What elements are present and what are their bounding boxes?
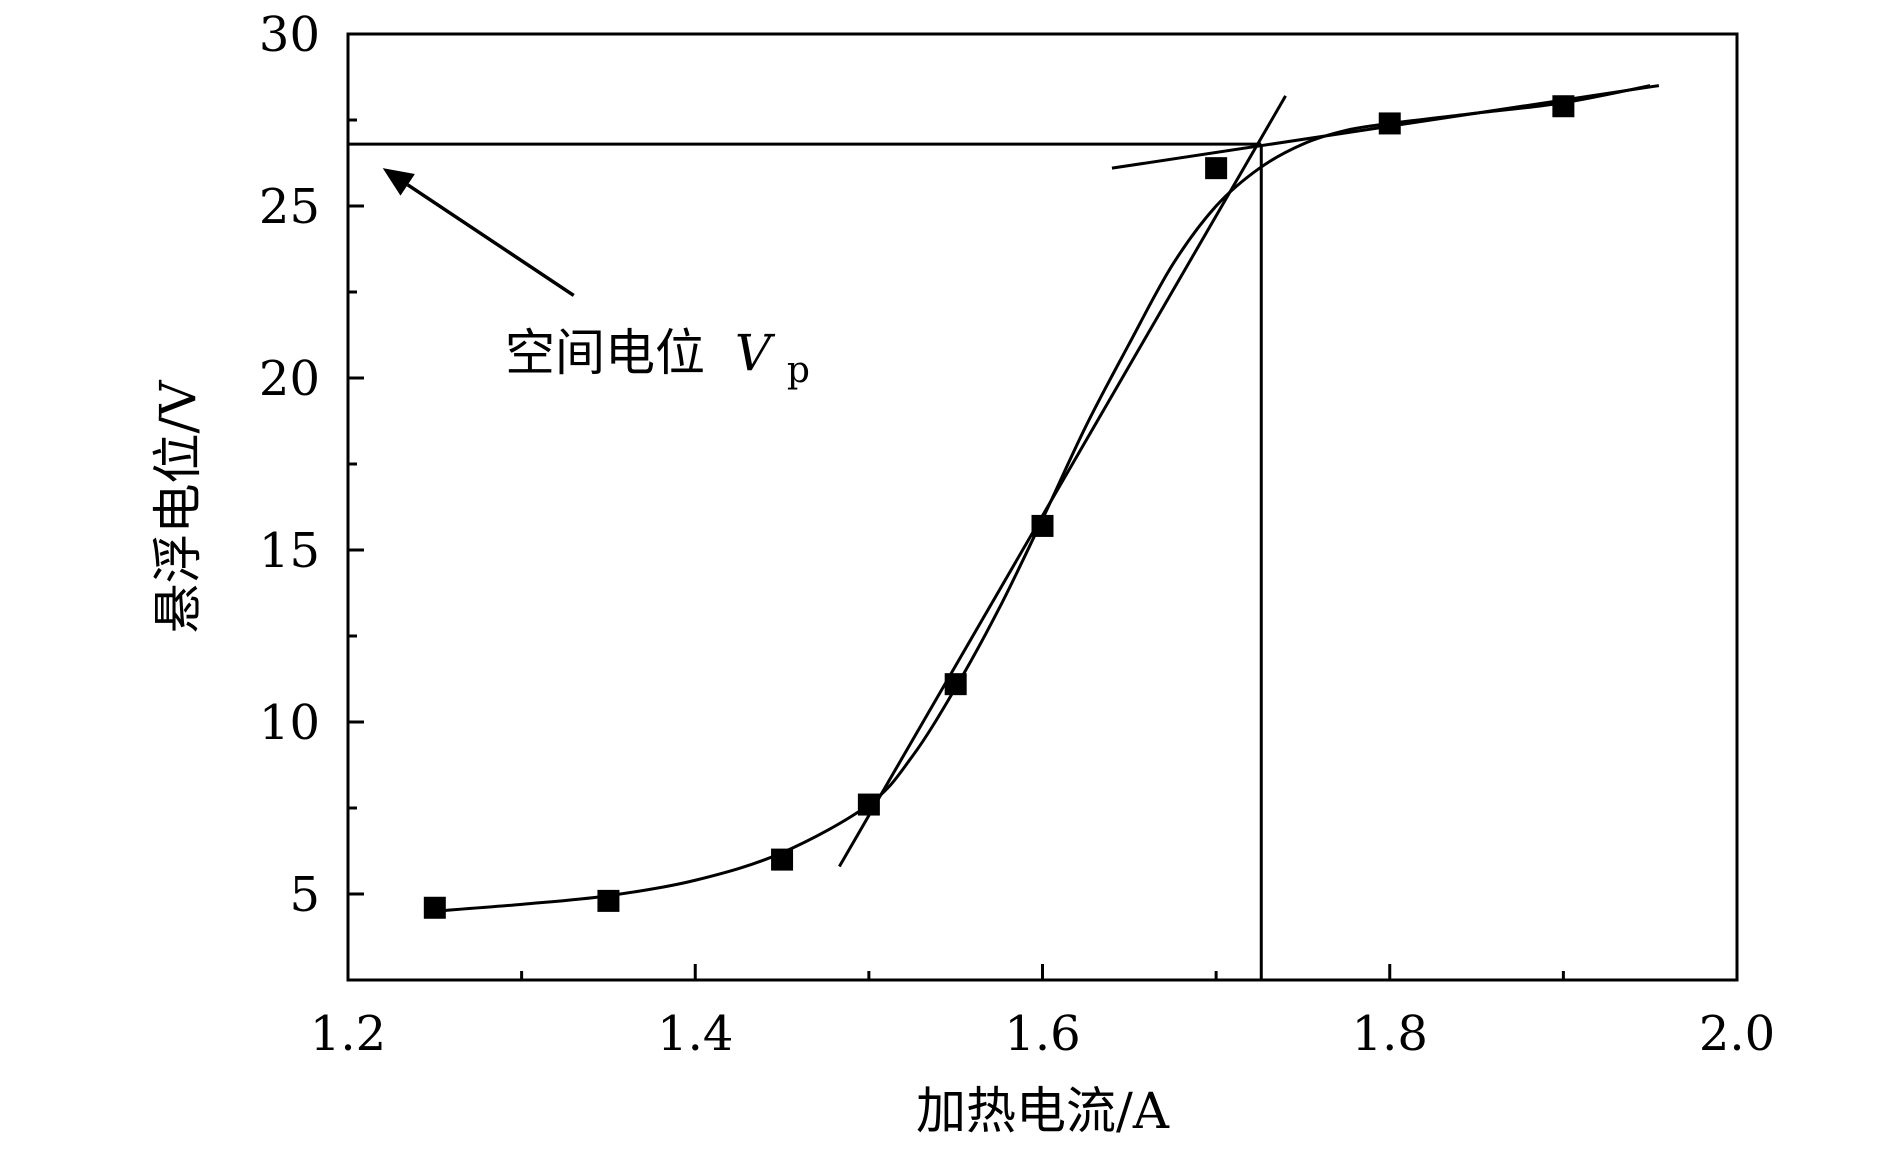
y-tick-labels: 5 10 15 20 25 30 <box>259 7 320 923</box>
x-tick-label: 1.4 <box>657 1006 733 1062</box>
y-tick-label: 5 <box>289 867 320 923</box>
annotation-text: 空间电位 <box>505 324 705 382</box>
y-tick-label: 30 <box>259 7 320 63</box>
x-tick-label: 2.0 <box>1699 1006 1775 1062</box>
data-point <box>771 848 794 871</box>
y-tick-label: 25 <box>259 179 320 235</box>
fit-curve <box>434 84 1651 913</box>
data-point <box>944 673 967 696</box>
data-point <box>423 896 446 919</box>
data-point <box>1031 514 1054 537</box>
data-point <box>857 793 880 816</box>
x-tick-label: 1.2 <box>310 1006 386 1062</box>
plot-frame <box>346 32 1739 982</box>
x-tick-label: 1.6 <box>1004 1006 1080 1062</box>
x-tick-labels: 1.2 1.4 1.6 1.8 2.0 <box>310 1006 1775 1062</box>
axes-layer <box>346 32 1739 982</box>
annotation-subscript: p <box>787 350 810 391</box>
tangent-line <box>838 95 1287 868</box>
annotation-arrow-head <box>382 168 415 196</box>
annotation: 空间电位 V p <box>382 168 810 391</box>
y-tick-label: 10 <box>259 695 320 751</box>
x-axis-title: 加热电流/A <box>916 1082 1170 1140</box>
data-point <box>1205 157 1228 180</box>
y-axis-title: 悬浮电位/V <box>149 380 207 634</box>
data-point <box>597 889 620 912</box>
annotation-arrow-line <box>406 183 575 297</box>
data-point <box>1552 95 1575 118</box>
annotation-symbol: V <box>735 324 776 382</box>
y-tick-label: 20 <box>259 351 320 407</box>
annotation-label: 空间电位 V p <box>505 324 810 391</box>
plot-layer <box>348 84 1660 980</box>
y-tick-label: 15 <box>259 523 320 579</box>
data-point <box>1378 112 1401 135</box>
x-tick-label: 1.8 <box>1352 1006 1428 1062</box>
